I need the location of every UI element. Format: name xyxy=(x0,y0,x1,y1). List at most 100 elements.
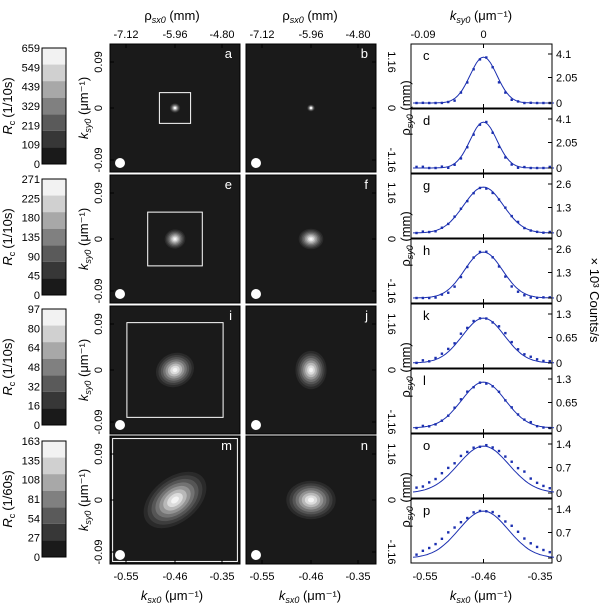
profile-o-point xyxy=(516,466,520,470)
profile-d-point xyxy=(459,157,463,160)
panel-m-aperture-dot xyxy=(115,550,125,560)
panel-m-label: m xyxy=(221,438,232,453)
profile-h-point xyxy=(421,296,425,300)
colorbar-3-tick: 81 xyxy=(28,494,40,506)
profile-g-point xyxy=(466,199,469,203)
profile-l-point xyxy=(510,406,513,409)
profile-k-point xyxy=(421,359,425,362)
profile-c-tick-label: 4.1 xyxy=(556,49,571,61)
profile-d-tick-label: 0 xyxy=(556,163,562,175)
panel-e-aperture-dot xyxy=(115,289,125,299)
left-axis-label: ksy0 (μm⁻¹) xyxy=(76,339,93,401)
profile-l-point xyxy=(428,425,431,428)
mid-tick-label: 1.16 xyxy=(385,51,397,72)
profile-h-point xyxy=(453,285,456,288)
colorbar-0-segment xyxy=(42,97,66,115)
profile-o-point xyxy=(535,481,539,485)
profile-p-point xyxy=(415,553,418,556)
profile-c-fit-curve xyxy=(413,56,554,104)
profile-d-tick-label: 2.05 xyxy=(556,138,577,150)
profile-h-point xyxy=(447,291,450,294)
profile-p-point xyxy=(542,548,545,552)
left-tick-label: -0.09 xyxy=(93,409,105,434)
top-tick-label: -5.96 xyxy=(298,29,323,41)
left-tick-label: 0 xyxy=(93,236,105,242)
profile-p-point xyxy=(478,509,482,513)
colorbar-0-segment xyxy=(42,48,66,65)
profile-o-point xyxy=(415,486,418,489)
profile-g-label: g xyxy=(423,178,430,193)
colorbar-1-label: Rc(1/10s) xyxy=(0,208,17,265)
colorbar-0-segment xyxy=(42,130,66,148)
profile-o-frame xyxy=(410,433,553,499)
profile-h-point xyxy=(516,290,520,293)
profile-top-tick-label: 0 xyxy=(480,29,486,41)
profile-d-point xyxy=(510,163,513,166)
profile-p-point xyxy=(504,520,507,523)
colorbar-0-segment xyxy=(42,114,66,131)
profile-g-point xyxy=(459,207,463,210)
colorbar-3-segment xyxy=(42,507,66,524)
colorbar-0-tick: 329 xyxy=(22,101,40,113)
panel-i-roi-box xyxy=(126,322,224,418)
colorbar-0-label: Rc(1/10s) xyxy=(0,77,17,134)
colorbar-3-tick: 27 xyxy=(28,533,40,545)
profile-o-point xyxy=(440,471,444,475)
profile-g-point xyxy=(421,230,425,233)
colorbar-1-tick: 135 xyxy=(22,232,40,244)
profile-l-point xyxy=(516,413,520,416)
colorbar-1-frame xyxy=(41,178,67,296)
colorbar-1-segment xyxy=(42,245,66,262)
colorbar-0-tick: 659 xyxy=(22,43,40,55)
profile-d-point xyxy=(428,166,431,170)
profile-l-point xyxy=(472,385,475,389)
profile-l-point xyxy=(447,414,450,417)
profile-d-point xyxy=(535,166,539,170)
profile-k-point xyxy=(453,342,456,345)
profile-h-label: h xyxy=(423,243,430,258)
profile-h-point xyxy=(510,285,513,288)
profile-p-point xyxy=(491,510,494,514)
colorbar-3-tick: 54 xyxy=(28,513,40,525)
bottom-tick-label: -0.55 xyxy=(113,571,138,583)
colorbar-0-segment xyxy=(42,147,66,164)
profile-c-tick-label: 2.05 xyxy=(556,73,577,85)
profile-p-point xyxy=(453,526,456,529)
profile-d-tick-label: 4.1 xyxy=(556,114,571,126)
bottom-tick-label: -0.35 xyxy=(209,571,234,583)
profile-g-tick-label: 2.6 xyxy=(556,179,571,191)
profile-l-point xyxy=(504,399,507,402)
profile-k-point xyxy=(459,332,463,335)
profile-d-point xyxy=(491,131,494,134)
mid-tick-label: 0 xyxy=(385,497,397,503)
profile-o-point xyxy=(548,487,551,490)
profile-g-point xyxy=(510,214,513,218)
profile-l-tick-label: 0.65 xyxy=(556,398,577,410)
profile-g-point xyxy=(523,226,526,230)
profile-o-point xyxy=(421,485,425,488)
panel-e-label: e xyxy=(225,177,232,192)
profile-h-point xyxy=(415,296,418,300)
profile-h-point xyxy=(440,293,444,296)
profile-g-point xyxy=(415,231,418,235)
panel-e-contour-7 xyxy=(173,237,177,241)
profile-k-fit-curve xyxy=(413,317,554,364)
profile-c-point xyxy=(504,91,507,94)
profile-o-point xyxy=(472,446,475,449)
profile-h-point xyxy=(434,296,437,299)
profile-l-point xyxy=(529,420,532,424)
profile-l-point xyxy=(485,382,488,385)
top-axis-label-left: ρsx0 (mm) xyxy=(144,8,199,25)
profile-h-frame xyxy=(410,238,553,304)
bottom-axis-label-profile: ksx0 (μm⁻¹) xyxy=(450,588,512,605)
profile-k-point xyxy=(478,317,482,320)
profile-k-tick-label: 1.3 xyxy=(556,309,571,321)
profile-bottom-tick-label: -0.35 xyxy=(527,571,552,583)
profile-c-tick-label: 0 xyxy=(556,98,562,110)
colorbar-1-segment xyxy=(42,212,66,229)
profile-p-point xyxy=(459,520,463,524)
colorbar-3-tick: 163 xyxy=(22,436,40,448)
profile-d-frame xyxy=(410,108,553,174)
profile-c-point xyxy=(447,100,450,104)
profile-h-point xyxy=(485,250,488,253)
